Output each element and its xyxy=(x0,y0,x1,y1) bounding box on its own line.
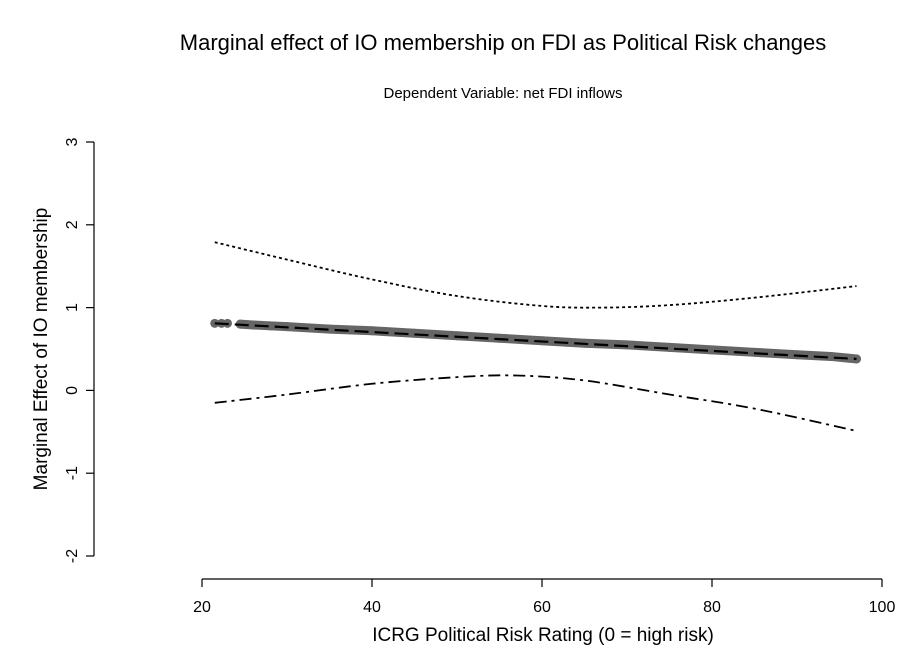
y-tick-label: 1 xyxy=(64,303,81,312)
y-tick-label: -1 xyxy=(64,466,81,480)
data-point xyxy=(410,328,419,338)
series-line-dotted xyxy=(214,241,857,309)
data-point xyxy=(826,351,836,361)
y-tick-label: 3 xyxy=(64,137,81,146)
x-tick-label: 60 xyxy=(533,599,551,616)
series-line-dashed xyxy=(214,322,857,361)
y-tick-label: 2 xyxy=(64,220,81,229)
x-tick-label: 100 xyxy=(869,599,896,616)
x-tick-label: 80 xyxy=(703,599,721,616)
y-tick-label: 0 xyxy=(64,386,81,395)
data-point xyxy=(367,326,377,336)
series-group xyxy=(210,241,861,432)
data-point xyxy=(622,340,632,350)
x-tick-label: 20 xyxy=(193,599,211,616)
x-tick-label: 40 xyxy=(363,599,381,616)
data-point xyxy=(665,342,674,352)
x-axis-title: ICRG Political Risk Rating (0 = high ris… xyxy=(372,625,714,646)
data-point xyxy=(707,345,717,355)
data-point xyxy=(248,320,258,330)
y-tick-label: -2 xyxy=(64,549,81,563)
data-point xyxy=(325,324,334,334)
chart-subtitle: Dependent Variable: net FDI inflows xyxy=(383,85,622,102)
series-line-dashdot xyxy=(214,374,857,432)
data-point xyxy=(843,353,853,363)
data-point xyxy=(265,321,275,331)
y-axis-title: Marginal Effect of IO membership xyxy=(31,208,52,491)
chart-title: Marginal effect of IO membership on FDI … xyxy=(180,30,826,55)
axes-group: 20 40 60 80 100 -2 -1 0 1 2 3 xyxy=(64,137,895,616)
